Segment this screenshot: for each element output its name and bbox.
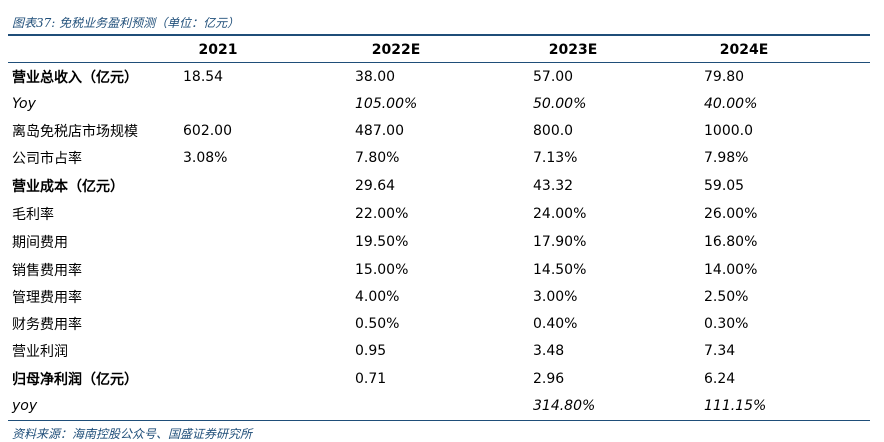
row-label: 销售费用率 <box>12 262 82 279</box>
cell-2023e: 314.80% <box>533 397 596 414</box>
table-row: 公司市占率 3.08% 7.80% 7.13% 7.98% <box>8 144 870 171</box>
cell-2024e: 7.98% <box>704 149 749 166</box>
top-rule <box>8 34 870 36</box>
cell-2023e: 7.13% <box>533 149 578 166</box>
header-cell-2022e: 2022E <box>371 41 421 58</box>
cell-2024e: 1000.0 <box>704 122 753 139</box>
cell-2023e: 24.00% <box>533 205 587 222</box>
table-row: 营业总收入（亿元） 18.54 38.00 57.00 79.80 <box>8 63 870 90</box>
row-label: 营业成本（亿元） <box>12 178 124 195</box>
header-cell-2023e: 2023E <box>548 41 598 58</box>
table-row: 财务费用率 0.50% 0.40% 0.30% <box>8 310 870 337</box>
table-header-row: 2021 2022E 2023E 2024E <box>8 37 870 63</box>
row-label: 营业利润 <box>12 343 68 360</box>
cell-2023e: 43.32 <box>533 177 574 194</box>
table-row: Yoy 105.00% 50.00% 40.00% <box>8 90 870 117</box>
row-label: 毛利率 <box>12 206 54 223</box>
cell-2023e: 0.40% <box>533 315 578 332</box>
cell-2024e: 16.80% <box>704 233 758 250</box>
cell-2023e: 17.90% <box>533 233 587 250</box>
table-row: 营业成本（亿元） 29.64 43.32 59.05 <box>8 172 870 199</box>
cell-2024e: 14.00% <box>704 261 758 278</box>
row-label: 管理费用率 <box>12 289 82 306</box>
cell-2024e: 7.34 <box>704 342 736 359</box>
cell-2023e: 3.00% <box>533 288 578 305</box>
cell-2022e: 7.80% <box>355 149 400 166</box>
cell-2024e: 79.80 <box>704 68 745 85</box>
header-cell-2024e: 2024E <box>719 41 769 58</box>
cell-2022e: 0.71 <box>355 370 387 387</box>
cell-2024e: 0.30% <box>704 315 749 332</box>
cell-2024e: 6.24 <box>704 370 736 387</box>
row-label: 归母净利润（亿元） <box>12 371 138 388</box>
cell-2024e: 40.00% <box>704 95 758 112</box>
cell-2023e: 14.50% <box>533 261 587 278</box>
cell-2022e: 22.00% <box>355 205 409 222</box>
cell-2023e: 800.0 <box>533 122 574 139</box>
row-label: yoy <box>12 397 38 414</box>
cell-2022e: 29.64 <box>355 177 396 194</box>
cell-2024e: 59.05 <box>704 177 745 194</box>
table-row: 离岛免税店市场规模 602.00 487.00 800.0 1000.0 <box>8 117 870 144</box>
table-row: 归母净利润（亿元） 0.71 2.96 6.24 <box>8 365 870 392</box>
table-row: 期间费用 19.50% 17.90% 16.80% <box>8 228 870 255</box>
cell-2023e: 50.00% <box>533 95 587 112</box>
table-row: 毛利率 22.00% 24.00% 26.00% <box>8 200 870 227</box>
cell-2022e: 19.50% <box>355 233 409 250</box>
cell-2022e: 487.00 <box>355 122 404 139</box>
cell-2021: 3.08% <box>183 149 228 166</box>
cell-2022e: 0.50% <box>355 315 400 332</box>
row-label: 离岛免税店市场规模 <box>12 123 138 140</box>
cell-2022e: 0.95 <box>355 342 387 359</box>
bottom-rule <box>8 420 870 421</box>
row-label: 期间费用 <box>12 234 68 251</box>
cell-2023e: 3.48 <box>533 342 565 359</box>
cell-2024e: 2.50% <box>704 288 749 305</box>
cell-2022e: 38.00 <box>355 68 396 85</box>
cell-2023e: 2.96 <box>533 370 565 387</box>
table-row: 销售费用率 15.00% 14.50% 14.00% <box>8 256 870 283</box>
cell-2022e: 15.00% <box>355 261 409 278</box>
table-row: yoy 314.80% 111.15% <box>8 392 870 419</box>
cell-2021: 18.54 <box>183 68 224 85</box>
row-label: 营业总收入（亿元） <box>12 69 138 86</box>
cell-2021: 602.00 <box>183 122 232 139</box>
table-row: 营业利润 0.95 3.48 7.34 <box>8 337 870 364</box>
table-caption: 图表37: 免税业务盈利预测（单位：亿元） <box>12 16 240 30</box>
table-row: 管理费用率 4.00% 3.00% 2.50% <box>8 283 870 310</box>
cell-2023e: 57.00 <box>533 68 574 85</box>
cell-2022e: 4.00% <box>355 288 400 305</box>
source-note: 资料来源：海南控股公众号、国盛证券研究所 <box>12 427 253 441</box>
row-label: Yoy <box>12 95 36 112</box>
row-label: 财务费用率 <box>12 316 82 333</box>
cell-2024e: 111.15% <box>704 397 767 414</box>
row-label: 公司市占率 <box>12 150 82 167</box>
cell-2022e: 105.00% <box>355 95 418 112</box>
header-cell-2021: 2021 <box>198 41 238 58</box>
cell-2024e: 26.00% <box>704 205 758 222</box>
